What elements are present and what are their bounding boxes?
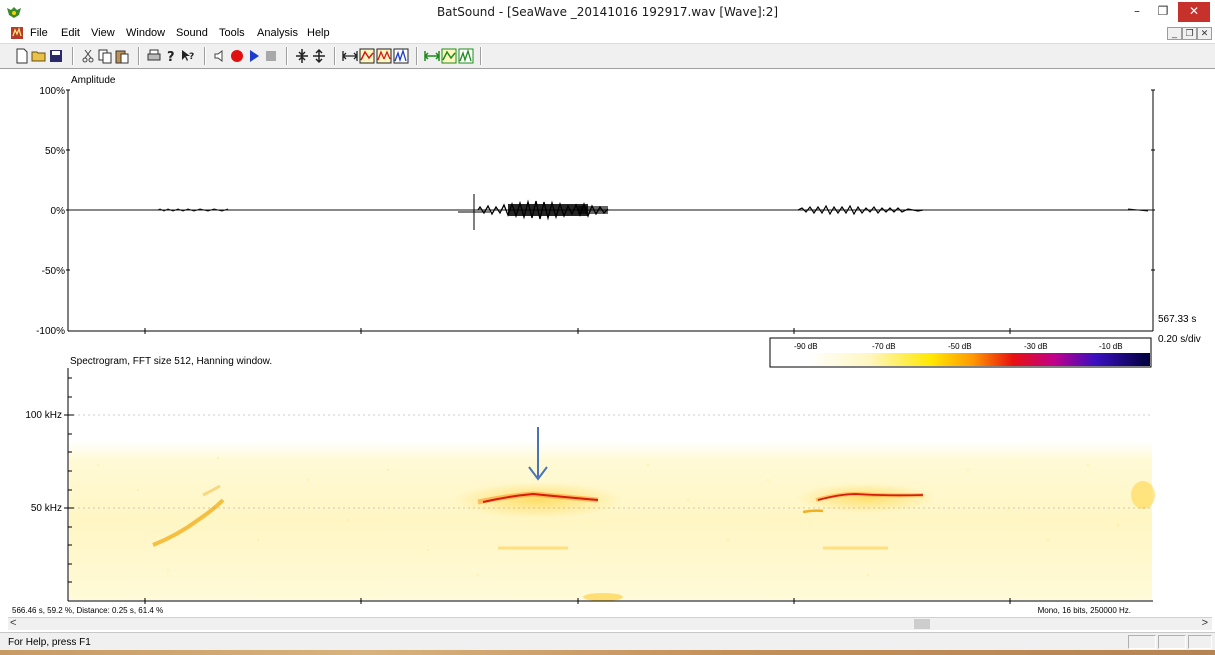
time-readout: 567.33 s <box>1158 314 1196 325</box>
cursor-info: 566.46 s, 59.2 %, Distance: 0.25 s, 61.4… <box>12 606 163 615</box>
scroll-left-icon[interactable]: < <box>10 617 17 629</box>
help-icon[interactable]: ? <box>163 48 179 64</box>
green-expand-icon[interactable] <box>424 48 440 64</box>
waveform-panel[interactable]: Amplitude 100% 50% 0% -50% -100% <box>36 75 1201 345</box>
colorbar-label: -30 dB <box>1024 342 1048 351</box>
waveform-call-2 <box>797 204 924 216</box>
freq-tick-label: 100 kHz <box>25 410 62 421</box>
menu-analysis[interactable]: Analysis <box>257 27 298 39</box>
print-icon[interactable] <box>146 48 162 64</box>
scroll-thumb[interactable] <box>914 619 930 629</box>
spectrogram-noise-band <box>69 440 1152 600</box>
stop-icon[interactable] <box>263 48 279 64</box>
window-title: BatSound - [SeaWave _20141016 192917.wav… <box>436 5 779 19</box>
play-icon[interactable] <box>246 48 262 64</box>
toolbar: ? ? <box>0 43 1215 69</box>
menu-tools[interactable]: Tools <box>219 27 245 39</box>
spectrogram-panel[interactable]: Spectrogram, FFT size 512, Hanning windo… <box>25 356 1155 604</box>
new-icon[interactable] <box>14 48 30 64</box>
call-2-halo <box>796 483 936 513</box>
colorbar-label: -10 dB <box>1099 342 1123 351</box>
toolbar-separator <box>72 47 74 65</box>
waveform-signal <box>157 208 229 212</box>
analysis-canvas[interactable]: Amplitude 100% 50% 0% -50% -100% <box>8 70 1212 617</box>
colorbar-gradient <box>808 353 1150 366</box>
menu-window[interactable]: Window <box>126 27 166 39</box>
svg-text:?: ? <box>167 50 175 64</box>
menu-view[interactable]: View <box>91 27 115 39</box>
save-icon[interactable] <box>48 48 64 64</box>
menu-edit[interactable]: Edit <box>61 27 80 39</box>
format-info: Mono, 16 bits, 250000 Hz. <box>1038 606 1131 615</box>
chirp-trace <box>152 498 225 547</box>
green-spectrum-icon[interactable] <box>458 48 474 64</box>
freq-tick-label: 50 kHz <box>31 503 62 514</box>
taskbar-edge <box>0 650 1215 655</box>
close-button[interactable]: ✕ <box>1178 2 1210 22</box>
power-spectrum-icon[interactable] <box>393 48 409 64</box>
call-1-halo <box>453 482 623 518</box>
toolbar-separator <box>286 47 288 65</box>
time-expand-icon[interactable] <box>342 48 358 64</box>
record-icon[interactable] <box>229 48 245 64</box>
scale-readout: 0.20 s/div <box>1158 334 1201 345</box>
horizontal-scrollbar[interactable]: < > <box>8 617 1212 630</box>
toolbar-separator <box>204 47 206 65</box>
mdi-minimize-button[interactable]: _ <box>1167 27 1182 40</box>
spectrogram-label: Spectrogram, FFT size 512, Hanning windo… <box>70 356 272 367</box>
green-spectrogram-icon[interactable] <box>441 48 457 64</box>
status-pane <box>1128 635 1156 649</box>
y-tick-label: 0% <box>51 206 66 217</box>
document-window-icon[interactable] <box>10 26 24 40</box>
batsound-app-icon[interactable] <box>6 4 22 20</box>
copy-icon[interactable] <box>97 48 113 64</box>
colorbar-label: -50 dB <box>948 342 972 351</box>
menu-help[interactable]: Help <box>307 27 330 39</box>
spectrogram-icon[interactable] <box>359 48 375 64</box>
open-icon[interactable] <box>31 48 47 64</box>
y-tick-label: 100% <box>39 86 65 97</box>
colorbar-label: -70 dB <box>872 342 896 351</box>
menu-sound[interactable]: Sound <box>176 27 208 39</box>
mdi-close-button[interactable]: ✕ <box>1197 27 1212 40</box>
waveform-label: Amplitude <box>71 75 116 86</box>
document-workspace: Amplitude 100% 50% 0% -50% -100% <box>8 70 1212 617</box>
mdi-restore-button[interactable]: ❐ <box>1182 27 1197 40</box>
y-tick-label: 50% <box>45 146 65 157</box>
paste-icon[interactable] <box>114 48 130 64</box>
call-1-trace <box>482 492 599 503</box>
toolbar-separator <box>480 47 482 65</box>
toolbar-separator <box>416 47 418 65</box>
colorbar-label: -90 dB <box>794 342 818 351</box>
speaker-icon[interactable] <box>212 48 228 64</box>
svg-text:?: ? <box>189 52 194 62</box>
context-help-icon[interactable]: ? <box>180 48 196 64</box>
annotation-arrow-icon <box>528 427 548 481</box>
minimize-button[interactable]: – <box>1134 4 1140 18</box>
scroll-right-icon[interactable]: > <box>1201 617 1208 629</box>
multi-spectrogram-icon[interactable] <box>376 48 392 64</box>
status-pane <box>1158 635 1186 649</box>
toolbar-separator <box>334 47 336 65</box>
menu-file[interactable]: File <box>30 27 48 39</box>
zoom-vertical-in-icon[interactable] <box>294 48 310 64</box>
toolbar-separator <box>138 47 140 65</box>
call-2-trace <box>817 493 924 501</box>
title-bar: BatSound - [SeaWave _20141016 192917.wav… <box>0 0 1215 24</box>
cut-icon[interactable] <box>80 48 96 64</box>
status-pane <box>1188 635 1212 649</box>
restore-button[interactable]: ❐ <box>1157 4 1169 18</box>
y-tick-label: -50% <box>42 266 65 277</box>
status-bar: For Help, press F1 <box>0 632 1215 650</box>
waveform-call-1-envelope <box>508 204 588 216</box>
menu-bar: File Edit View Window Sound Tools Analys… <box>0 24 1215 43</box>
zoom-vertical-out-icon[interactable] <box>311 48 327 64</box>
db-colorbar: -90 dB -70 dB -50 dB -30 dB -10 dB <box>769 337 1152 368</box>
status-help-text: For Help, press F1 <box>8 637 91 648</box>
y-tick-label: -100% <box>36 326 65 337</box>
